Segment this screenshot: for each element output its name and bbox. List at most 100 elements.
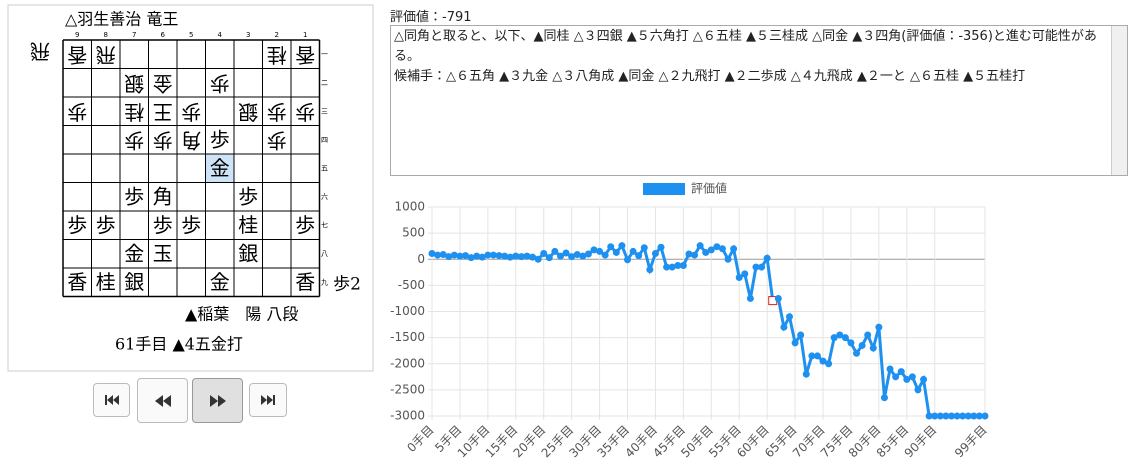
data-point [450,251,458,259]
data-point [478,253,486,261]
data-point [596,247,604,255]
data-point [635,252,643,260]
piece: 歩 [153,213,173,237]
data-point [640,244,648,252]
data-point [489,251,497,259]
data-point [696,242,704,250]
piece: 金 [153,71,173,95]
data-point [663,263,671,271]
y-tick-label: -1000 [390,304,425,318]
rank-label: 六 [321,192,328,201]
data-point [763,254,771,262]
data-point [914,386,922,394]
scrollbar[interactable] [1111,26,1127,175]
last-button[interactable] [249,383,287,417]
y-tick-label: -1500 [390,330,425,344]
data-point [579,252,587,260]
data-point [869,344,877,352]
data-point [651,250,659,258]
data-point [618,242,626,250]
data-point [875,323,883,331]
piece: 香 [295,43,315,67]
comment-line: △同角と取ると、以下、▲同桂 △３四銀 ▲５六角打 △６五桂 ▲５三桂成 △同金… [394,29,1097,64]
y-tick-label: -3000 [390,409,425,423]
piece: 歩 [124,184,144,208]
data-point [512,252,520,260]
data-point [601,251,609,259]
piece: 銀 [124,270,144,294]
piece: 歩 [67,100,87,124]
highlight-cell [205,154,234,183]
data-point [813,352,821,360]
data-point [495,252,503,260]
data-point [735,274,743,282]
data-point [713,243,721,251]
data-point [467,254,475,262]
data-point [931,412,939,420]
rank-label: 八 [321,250,328,258]
piece: 歩 [181,100,201,124]
x-tick-label: 99手目 [952,423,990,461]
data-point [702,248,710,256]
evaluation: 評価値：-791 [390,10,472,25]
data-point [936,412,944,420]
forward-button[interactable] [192,378,243,423]
data-point [473,252,481,260]
data-point [462,252,470,260]
series-line [431,242,985,418]
data-point [947,412,955,420]
piece: 香 [295,270,315,294]
y-tick-label: -2000 [390,356,425,370]
file-label: 2 [275,31,279,39]
data-point [920,375,928,383]
x-tick-label: 90手目 [902,423,940,461]
piece: 桂 [96,270,116,294]
data-point [975,412,983,420]
data-point [880,394,888,402]
rank-label: 四 [321,136,328,144]
rank-label: 五 [321,164,328,172]
back-button[interactable] [137,378,188,423]
comment-line: 候補手：△６五角 ▲３九金 △３八角成 ▲同金 △２九飛打 ▲２二歩成 △４九飛… [394,69,1026,84]
data-point [981,412,989,420]
file-label: 4 [218,31,223,39]
piece: 歩 [267,100,287,124]
data-point [501,252,509,260]
piece: 金 [210,270,230,294]
data-point [825,360,833,368]
piece: 歩 [267,128,287,152]
file-label: 8 [104,31,108,39]
piece: 歩 [96,213,116,237]
y-tick-label: 0 [417,252,425,266]
piece: 王 [153,100,173,124]
data-point [791,339,799,347]
data-point [892,373,900,381]
data-point [819,357,827,365]
data-point [903,375,911,383]
comment-box[interactable]: △同角と取ると、以下、▲同桂 △３四銀 ▲５六角打 △６五桂 ▲５三桂成 △同金… [390,25,1128,176]
data-point [741,270,749,278]
piece: 金 [124,241,144,265]
file-label: 9 [75,31,79,39]
data-point [964,412,972,420]
data-point [562,249,570,257]
data-point [556,252,564,260]
data-point [970,412,978,420]
file-label: 7 [132,31,136,39]
data-point [529,253,537,261]
piece: 銀 [238,100,258,124]
data-point [657,243,665,251]
piece: 香 [67,270,87,294]
data-point [523,252,531,260]
move-caption: 61手目 ▲4五金打 [115,335,243,354]
rank-label: 九 [321,277,328,286]
data-point [691,251,699,259]
y-tick-label: -500 [398,278,425,292]
first-button[interactable] [93,383,130,417]
y-tick-label: 1000 [394,200,425,214]
data-point [551,247,559,255]
data-point [573,251,581,259]
piece: 角 [181,128,201,152]
icon [104,395,119,405]
